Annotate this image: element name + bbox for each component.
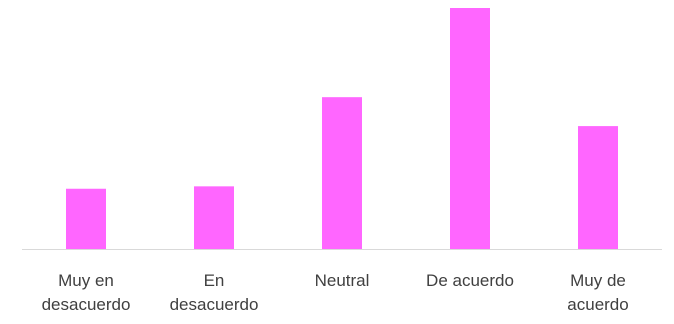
bars-group (66, 8, 618, 249)
category-label-1: Muy en desacuerdo (42, 271, 131, 314)
category-label-3-line-1: Neutral (315, 271, 370, 290)
category-label-5-line-1: Muy de (570, 271, 626, 290)
category-label-5-line-2: acuerdo (567, 295, 628, 314)
bar-3 (322, 97, 362, 249)
bar-1 (66, 188, 106, 249)
category-label-4: De acuerdo (426, 271, 514, 290)
category-label-2: En desacuerdo (170, 271, 259, 314)
category-label-4-line-1: De acuerdo (426, 271, 514, 290)
category-label-2-line-2: desacuerdo (170, 295, 259, 314)
bar-4 (450, 8, 490, 249)
category-label-5: Muy de acuerdo (567, 271, 628, 314)
category-labels-group: Muy en desacuerdo En desacuerdo Neutral De ac… (42, 271, 629, 314)
category-label-1-line-2: desacuerdo (42, 295, 131, 314)
category-label-2-line-1: En (204, 271, 225, 290)
category-label-1-line-1: Muy en (58, 271, 114, 290)
category-label-3: Neutral (315, 271, 370, 290)
bar-2 (194, 186, 234, 249)
bar-5 (578, 126, 618, 249)
